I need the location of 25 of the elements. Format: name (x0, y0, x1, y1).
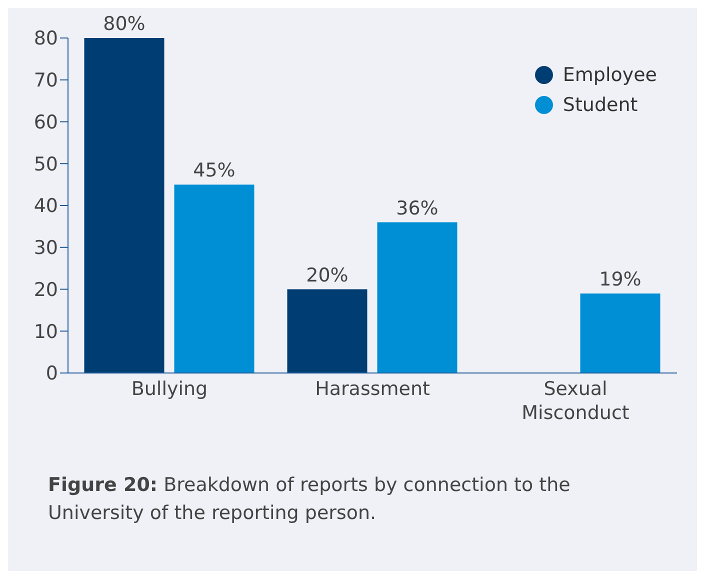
caption: Figure 20: Breakdown of reports by connection to the University of the reporting person. (48, 474, 570, 524)
y-tick-label: 60 (34, 111, 58, 134)
bar (377, 222, 458, 373)
legend-label: Employee (562, 64, 657, 86)
y-tick-label: 80 (34, 28, 58, 50)
data-label: 19% (599, 268, 642, 290)
bar (580, 293, 660, 373)
y-tick-label: 70 (34, 70, 58, 92)
y-tick-label: 40 (34, 195, 58, 218)
data-label: 36% (396, 197, 438, 220)
bar (174, 184, 254, 373)
bar (287, 289, 368, 373)
data-label: 20% (306, 264, 348, 286)
y-tick-label: 0 (46, 362, 58, 385)
x-tick-label: Harassment (315, 378, 430, 400)
data-label: 45% (193, 160, 236, 182)
y-tick-label: 30 (34, 237, 58, 260)
bar (84, 38, 164, 373)
data-label: 80% (103, 13, 146, 35)
x-tick-label: Bullying (131, 378, 208, 400)
y-tick-label: 10 (34, 320, 58, 343)
y-tick-label: 20 (34, 278, 58, 301)
legend-label: Student (562, 94, 638, 116)
y-tick-label: 50 (34, 153, 58, 176)
x-tick-label: Sexual Misconduct (522, 378, 630, 424)
